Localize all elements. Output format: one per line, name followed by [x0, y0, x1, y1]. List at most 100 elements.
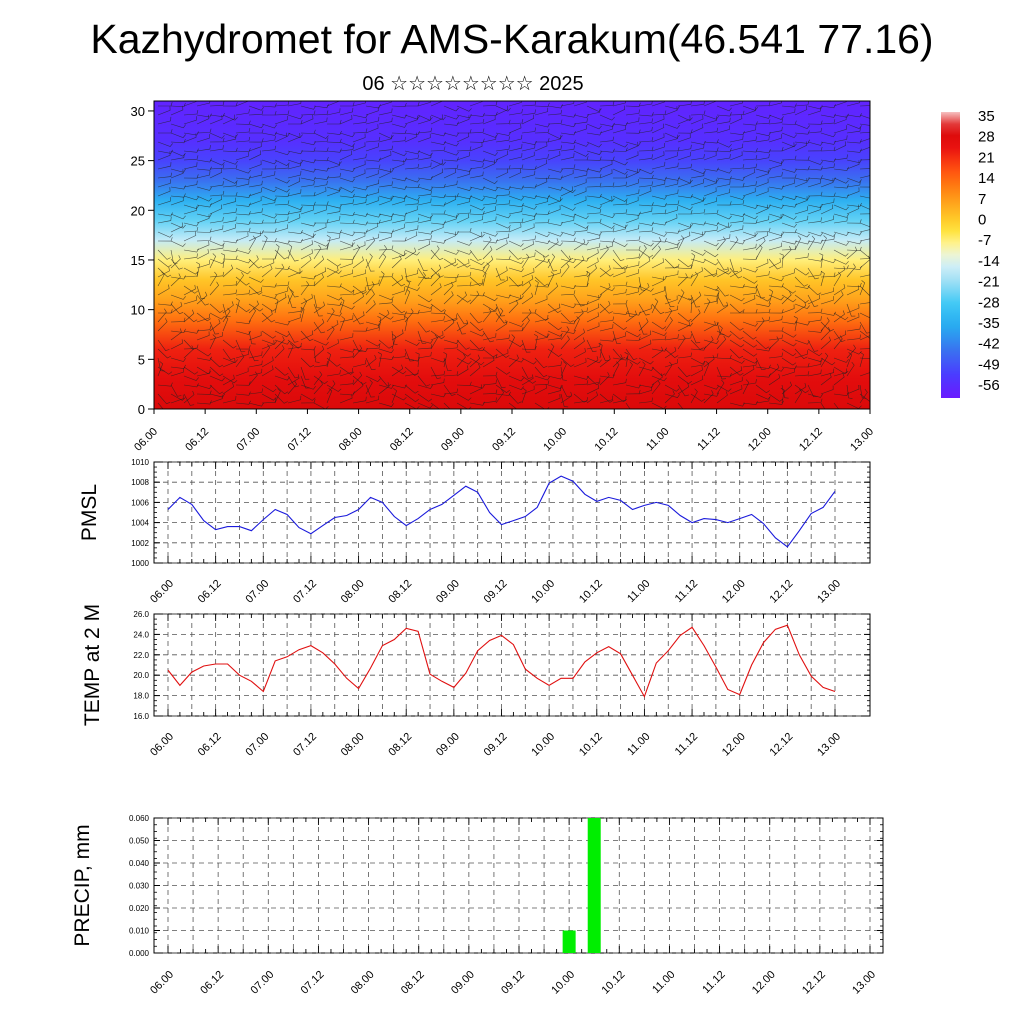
wind-barb [612, 281, 628, 287]
wind-barb [729, 321, 744, 331]
wind-barb [378, 271, 385, 287]
wind-barb [651, 258, 664, 269]
wind-barb [521, 215, 535, 224]
wind-barb [469, 195, 485, 201]
wind-barb [508, 134, 523, 143]
wind-barb [300, 375, 310, 389]
y-tick-label: 0.010 [129, 927, 150, 936]
wind-barb [183, 227, 199, 233]
wind-barb [586, 150, 602, 155]
wind-barb [521, 366, 533, 379]
wind-barb [274, 287, 288, 296]
wind-barb [521, 374, 534, 386]
wind-barb [677, 333, 692, 341]
wind-barb [248, 402, 264, 407]
wind-barb [482, 236, 492, 251]
wind-barb [469, 339, 483, 350]
wind-barb [248, 331, 262, 341]
wind-barb [300, 298, 308, 314]
wind-barb [794, 388, 803, 404]
wind-barb [703, 384, 719, 390]
wind-barb [300, 222, 316, 227]
wind-barb [287, 313, 301, 323]
wind-barb [417, 162, 432, 170]
wind-barb [482, 159, 496, 170]
wind-barb [586, 384, 600, 395]
wind-barb [742, 276, 758, 284]
wind-barb [209, 168, 223, 179]
wind-barb [196, 249, 209, 260]
wind-barb [599, 242, 613, 251]
wind-barb [157, 284, 170, 296]
wind-barb [573, 328, 585, 341]
wind-barb [703, 355, 715, 368]
wind-barb [339, 368, 353, 377]
wind-barb [365, 379, 373, 395]
wind-barb [560, 216, 575, 224]
wind-barb [313, 301, 325, 314]
wind-barb [625, 236, 641, 242]
wind-barb [404, 285, 420, 291]
x-tick-label: 07.12 [286, 426, 314, 454]
wind-barb [261, 339, 277, 345]
wind-barb [482, 255, 494, 269]
wind-barb [638, 339, 652, 350]
wind-barb [625, 310, 637, 323]
wind-barb [781, 142, 795, 152]
wind-barb [235, 120, 251, 125]
y-tick-label: 25 [131, 154, 145, 169]
wind-barb [690, 168, 706, 174]
wind-barb [196, 101, 211, 107]
wind-barb [807, 175, 823, 180]
wind-barb [326, 233, 341, 242]
wind-barb [469, 330, 485, 337]
wind-barb [859, 186, 870, 188]
wind-barb [599, 213, 615, 219]
wind-barb [352, 312, 364, 325]
wind-barb [417, 133, 431, 143]
wind-barb [170, 222, 186, 229]
wind-barb [521, 309, 537, 314]
wind-barb [443, 371, 459, 377]
wind-barb [274, 150, 290, 156]
wind-barb [209, 271, 225, 278]
wind-barb [495, 136, 510, 143]
wind-barb [820, 311, 836, 316]
wind-barb [573, 114, 589, 119]
wind-barb [274, 345, 285, 359]
wind-barb [287, 114, 303, 120]
wind-barb [781, 213, 797, 220]
wind-barb [417, 213, 433, 219]
wind-barb [768, 204, 784, 209]
wind-barb [183, 296, 197, 305]
wind-barb [612, 378, 627, 386]
wind-barb [716, 391, 728, 404]
wind-barb [456, 240, 472, 246]
wind-barb [716, 335, 727, 350]
wind-barb [196, 114, 210, 125]
wind-barb [664, 151, 678, 161]
wind-barb [599, 227, 615, 233]
wind-barb [560, 312, 574, 323]
wind-barb [495, 105, 511, 112]
wind-barb [157, 271, 165, 287]
wind-barb [209, 112, 225, 118]
wind-barb [235, 227, 251, 233]
wind-barb [547, 394, 561, 404]
wind-barb [352, 375, 367, 385]
wind-barb [430, 393, 446, 398]
wind-barb [261, 312, 276, 323]
wind-barb [794, 350, 808, 359]
wind-barb [378, 294, 394, 301]
wind-barb [651, 115, 665, 125]
wind-barb [651, 321, 667, 330]
wind-barb [287, 189, 302, 197]
wind-barb [417, 153, 432, 161]
wind-barb [157, 162, 172, 170]
wind-barb [599, 285, 615, 292]
wind-barb [794, 384, 809, 394]
wind-barb [391, 274, 404, 287]
wind-barb [612, 181, 627, 188]
x-tick-label: 11.12 [673, 731, 700, 758]
wind-barb [729, 348, 744, 359]
